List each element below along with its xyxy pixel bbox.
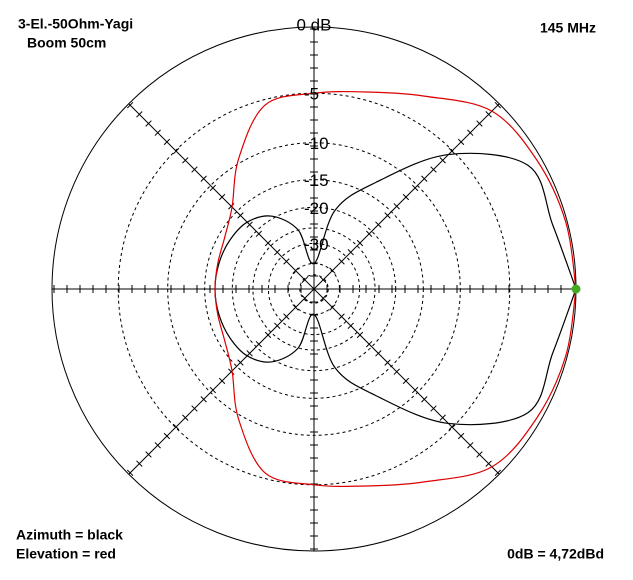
spoke-tick [320, 276, 327, 283]
reference-note: 0dB = 4,72dBd [507, 546, 604, 562]
spoke-tick [347, 322, 354, 329]
spoke-tick [375, 350, 382, 357]
spoke-tick [402, 193, 410, 201]
spoke-tick [467, 129, 474, 136]
spoke-tick [467, 442, 474, 449]
spoke-tick [411, 184, 419, 192]
spoke-tick [457, 138, 465, 146]
spoke-tick [145, 120, 152, 127]
spoke [128, 103, 500, 475]
labels: 0 dB -5 -10 -15 -20 -30 [297, 15, 332, 253]
spoke-tick [274, 322, 281, 329]
r-tick-label: -15 [304, 171, 329, 190]
spoke-tick [384, 359, 391, 366]
spoke-tick [237, 212, 244, 219]
spoke-tick [338, 313, 345, 320]
spoke-tick [172, 147, 180, 155]
spoke-tick [485, 111, 492, 118]
spoke-tick [301, 276, 308, 283]
spoke-tick [218, 377, 226, 385]
spoke-tick [494, 101, 502, 109]
spoke-tick [430, 166, 437, 173]
spoke-tick [126, 101, 134, 109]
spoke-tick [356, 331, 364, 339]
spoke-tick [356, 239, 364, 247]
spoke-tick [274, 249, 281, 256]
spoke-tick [163, 432, 171, 440]
r-tick-label: -20 [304, 199, 329, 218]
spoke-tick [228, 368, 235, 375]
spoke-tick [209, 184, 217, 192]
spoke-tick [136, 460, 143, 467]
spoke-tick [448, 147, 456, 155]
spoke-tick [457, 432, 465, 440]
spoke-tick [384, 212, 391, 219]
spoke-tick [145, 451, 152, 458]
r-tick-label: 0 dB [297, 15, 332, 34]
chart-title: 3-El.-50Ohm-Yagi [18, 16, 133, 32]
spoke-tick [301, 295, 308, 302]
spoke-tick [448, 423, 456, 431]
spoke-tick [191, 166, 198, 173]
spoke-tick [136, 111, 143, 118]
spoke-tick [338, 258, 345, 265]
pattern-line [214, 90, 577, 488]
spoke-tick [329, 267, 336, 274]
spoke-tick [320, 295, 327, 302]
legend-entry: Elevation = red [16, 546, 116, 562]
spoke-tick [264, 331, 272, 339]
spoke-tick [411, 386, 419, 394]
spoke-tick [365, 340, 373, 348]
spoke-tick [200, 396, 207, 403]
spoke-tick [246, 350, 253, 357]
spoke-tick [163, 138, 171, 146]
spoke-tick [209, 386, 217, 394]
spoke-tick [402, 377, 410, 385]
spoke-tick [200, 175, 207, 182]
spoke-tick [476, 451, 483, 458]
spoke-tick [264, 239, 272, 247]
r-tick-label: -5 [304, 85, 319, 104]
spoke-tick [182, 157, 189, 164]
spoke-tick [421, 396, 428, 403]
spoke-tick [218, 193, 226, 201]
spoke-tick [365, 230, 373, 238]
chart-subtitle: Boom 50cm [27, 35, 106, 51]
grid [51, 26, 577, 552]
spoke-tick [182, 414, 189, 421]
spoke-tick [172, 423, 180, 431]
curves [214, 90, 581, 488]
spoke-tick [347, 249, 354, 256]
spoke-tick [237, 359, 244, 366]
spoke-tick [283, 313, 290, 320]
spoke-tick [126, 469, 134, 477]
max-marker [571, 284, 581, 294]
spoke-tick [476, 120, 483, 127]
spoke-tick [283, 258, 290, 265]
spoke-tick [439, 157, 446, 164]
spoke-tick [485, 460, 492, 467]
spoke-tick [154, 442, 161, 449]
spoke-tick [393, 368, 400, 375]
spoke-tick [375, 221, 382, 228]
spoke-tick [228, 203, 235, 210]
frequency: 145 MHz [540, 20, 596, 36]
spoke-tick [154, 129, 161, 136]
spoke-tick [494, 469, 502, 477]
r-tick-label: -30 [304, 235, 329, 254]
legend-entry: Azimuth = black [16, 527, 123, 543]
spoke-tick [393, 203, 400, 210]
spoke-tick [439, 414, 446, 421]
spoke-tick [430, 405, 437, 412]
spoke-tick [255, 230, 263, 238]
spoke-tick [191, 405, 198, 412]
spoke-tick [292, 267, 299, 274]
spoke-tick [292, 304, 299, 311]
spoke-tick [329, 304, 336, 311]
spoke-tick [421, 175, 428, 182]
spoke-tick [246, 221, 253, 228]
r-tick-label: -10 [304, 134, 329, 153]
spoke-tick [255, 340, 263, 348]
